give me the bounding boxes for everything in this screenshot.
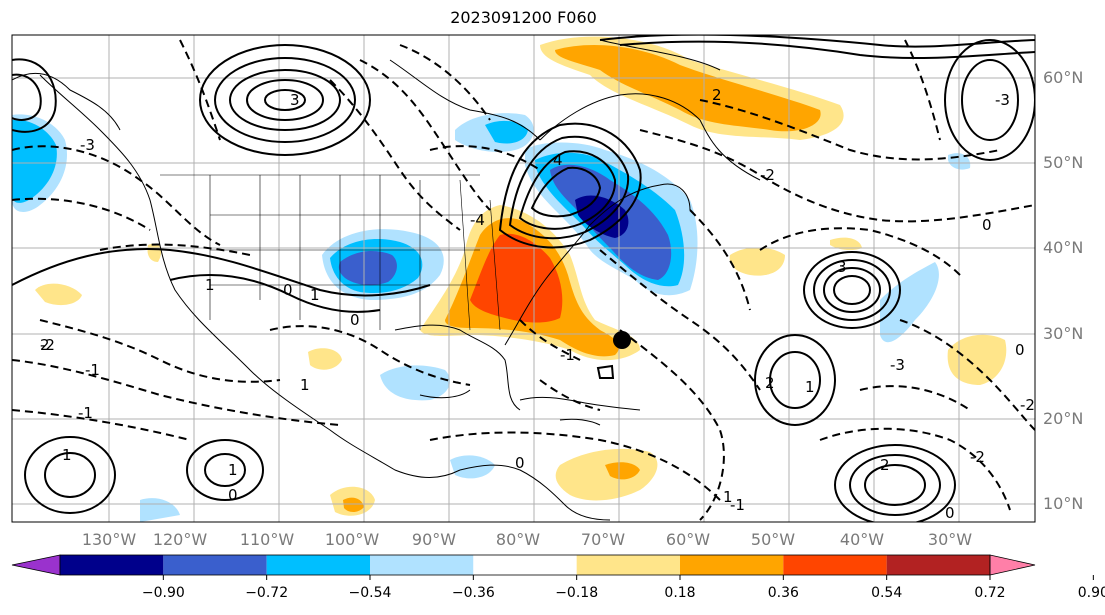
colorbar-tick-label: 0.36 [768,585,799,601]
colorbar-segment [680,555,784,575]
lon-label: 130°W [82,530,137,549]
contour-label: 0 [982,216,992,234]
colorbar-tick-label: −0.36 [452,585,495,601]
contour-label: -3 [995,91,1010,109]
state-borders [160,174,501,331]
contour-label: 0 [515,454,525,472]
lon-label: 40°W [840,530,884,549]
colorbar-segment [473,555,577,575]
contour-label: 1 [228,461,238,479]
contour-label: 2 [880,456,890,474]
colorbar-tick-label: −0.72 [245,585,288,601]
colorbar-segment [163,555,267,575]
contour-label: -1 [560,346,575,364]
contour-label: -2 [1020,396,1035,414]
colorbar-tick-label: −0.90 [142,585,185,601]
lon-label: 80°W [496,530,540,549]
lon-label: 120°W [153,530,208,549]
colorbar-extend-low [11,554,61,576]
colorbar-outline [59,554,991,576]
lon-label: 90°W [412,530,456,549]
lat-label: 10°N [1043,494,1083,513]
contour-label: 1 [723,488,733,506]
colorbar-tick-label: 0.90 [1078,585,1105,601]
lat-label: 20°N [1043,409,1083,428]
contour-labels: 1 0 -1 -2 -3 1 2 3 4 0 -4 1 0 -1 2 -2 -1… [40,86,1035,522]
contour-label: 2 [712,86,722,104]
contour-label: 1 [62,446,72,464]
lat-label: 30°N [1043,324,1083,343]
contour-label: 3 [290,91,300,109]
lat-label: 50°N [1043,153,1083,172]
lon-label: 50°W [751,530,795,549]
contour-label: 2 [765,374,775,392]
colorbar-tick-label: −0.54 [349,585,392,601]
colorbar-segment [266,555,370,575]
lon-label: 110°W [240,530,295,549]
contour-label: -1 [78,404,93,422]
negative-contour-lines [12,39,1035,521]
contour-label: 3 [837,258,847,276]
contour-label: 0 [228,486,238,504]
map-title: 2023091200 F060 [450,8,597,27]
colorbar-segment [886,555,990,575]
graticule [12,35,1035,522]
contour-label: 1 [205,276,215,294]
coastlines [12,39,761,521]
contour-label: -2 [40,336,55,354]
colorbar-segment [370,555,474,575]
contour-label: 0 [945,504,955,522]
contour-label: 1 [805,378,815,396]
small-island-outline [596,364,615,379]
contour-label: -2 [970,448,985,466]
contour-label: 0 [283,281,293,299]
colorbar-tick-label: 0.18 [664,585,695,601]
contour-label: -3 [80,136,95,154]
anomaly-shading [12,36,1007,522]
contour-label: 0 [1015,341,1025,359]
colorbar-segment [783,555,887,575]
colorbar-extend-high [989,554,1036,576]
lon-label: 60°W [666,530,710,549]
longitude-labels: 130°W 120°W 110°W 100°W 90°W 80°W 70°W 6… [82,530,972,549]
contour-label: 2 [40,336,50,354]
colorbar-segment [576,555,680,575]
lon-label: 100°W [325,530,380,549]
colorbar: −0.90 −0.72 −0.54 −0.36 −0.18 0.18 0.36 0.54 0.7… [11,554,1105,601]
colorbar-tick-label: 0.54 [871,585,902,601]
contour-label: 0 [350,311,360,329]
colorbar-segment [60,555,164,575]
lon-label: 70°W [581,530,625,549]
contour-label: -1 [730,496,745,514]
map-frame [11,34,1036,523]
contour-lines [12,35,1035,522]
contour-label: -3 [890,356,905,374]
contour-label: 1 [310,286,320,304]
contour-label: -4 [470,211,485,229]
contour-label: -2 [760,166,775,184]
storm-position-marker [613,331,631,349]
colorbar-tick-label: 0.72 [974,585,1005,601]
lat-label: 60°N [1043,68,1083,87]
lat-label: 40°N [1043,238,1083,257]
colorbar-tick-label: −0.18 [555,585,598,601]
contour-label: 4 [553,151,563,169]
lon-label: 30°W [928,530,972,549]
contour-label: 1 [300,376,310,394]
contour-label: -1 [85,361,100,379]
latitude-labels: 60°N 50°N 40°N 30°N 20°N 10°N [1043,68,1083,513]
